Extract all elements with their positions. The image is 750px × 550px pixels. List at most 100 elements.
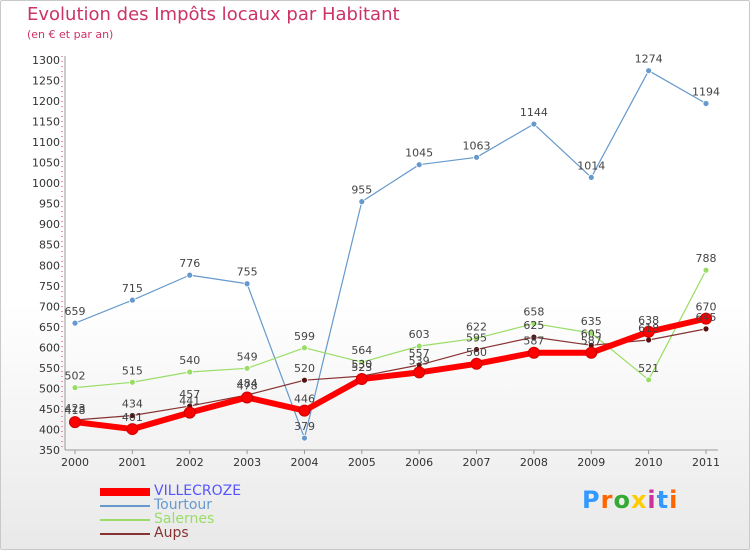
data-point-salernes — [358, 358, 366, 366]
data-point-villecroze — [700, 312, 712, 325]
data-label-villecroze: 539 — [409, 354, 430, 367]
data-label-tourtour: 1144 — [520, 106, 548, 119]
y-tick-label: 450 — [39, 403, 60, 416]
y-tick-label: 800 — [39, 259, 60, 272]
data-point-tourtour — [71, 319, 79, 327]
legend-label: Aups — [154, 525, 189, 541]
data-point-salernes — [645, 376, 653, 384]
data-label-salernes: 622 — [466, 320, 487, 333]
data-point-salernes — [128, 378, 136, 386]
y-tick-label: 1300 — [32, 54, 60, 67]
data-point-villecroze — [585, 346, 598, 359]
data-label-aups: 625 — [523, 319, 544, 332]
x-tick-label: 2005 — [348, 456, 376, 469]
data-label-villecroze: 446 — [294, 393, 315, 406]
data-point-salernes — [530, 320, 538, 327]
y-tick-label: 850 — [39, 239, 60, 252]
y-tick-label: 550 — [39, 362, 60, 375]
data-point-salernes — [186, 368, 194, 376]
data-point-aups — [128, 412, 136, 419]
data-point-salernes — [473, 334, 480, 342]
legend-swatch — [100, 533, 150, 535]
y-tick-label: 1250 — [32, 75, 60, 88]
data-point-tourtour — [358, 198, 366, 206]
data-point-aups — [645, 336, 653, 344]
data-point-villecroze — [69, 416, 81, 429]
chart-title: Evolution des Impôts locaux par Habitant — [27, 4, 400, 25]
data-point-aups — [301, 376, 308, 384]
x-tick-label: 2003 — [233, 456, 261, 469]
data-point-salernes — [71, 384, 79, 392]
logo-letter: P — [582, 486, 601, 514]
series-layer — [69, 67, 712, 442]
data-label-tourtour: 955 — [351, 184, 372, 197]
logo-letter: o — [613, 486, 631, 514]
x-tick-label: 2009 — [577, 456, 605, 469]
data-label-salernes: 564 — [351, 344, 372, 357]
chart-subtitle: (en € et par an) — [27, 28, 114, 41]
x-tick-label: 2008 — [520, 456, 548, 469]
data-point-villecroze — [298, 404, 311, 417]
data-point-villecroze — [413, 366, 426, 379]
data-label-salernes: 635 — [581, 315, 602, 328]
data-point-tourtour — [702, 100, 710, 107]
data-label-villecroze: 587 — [581, 335, 602, 348]
data-label-salernes: 515 — [122, 364, 143, 377]
data-point-villecroze — [642, 325, 655, 338]
y-tick-label: 600 — [39, 341, 60, 354]
y-tick-label: 700 — [39, 300, 60, 313]
data-label-salernes: 502 — [65, 370, 86, 383]
data-point-villecroze — [241, 391, 254, 404]
y-tick-label: 1200 — [32, 95, 60, 108]
proxiti-logo: Proxiti — [582, 486, 678, 514]
x-tick-label: 2004 — [290, 456, 318, 469]
data-label-villecroze: 401 — [122, 411, 143, 424]
data-label-villecroze: 670 — [696, 301, 717, 314]
data-label-aups: 484 — [237, 377, 258, 390]
x-tick-label: 2006 — [405, 456, 433, 469]
series-line-tourtour — [74, 70, 707, 439]
data-label-villecroze: 478 — [237, 379, 258, 392]
data-label-salernes: 788 — [696, 252, 717, 265]
legend-label: VILLECROZE — [154, 483, 242, 499]
data-point-tourtour — [128, 296, 136, 304]
data-label-salernes: 549 — [237, 350, 258, 363]
x-tick-label: 2000 — [61, 456, 89, 469]
legend-swatch — [100, 505, 150, 507]
logo-letter: t — [656, 486, 670, 514]
legend-swatch — [100, 488, 150, 496]
y-tick-label: 400 — [39, 423, 60, 436]
legend-label: Salernes — [154, 511, 215, 527]
data-point-tourtour — [186, 271, 194, 279]
data-point-villecroze — [470, 357, 483, 370]
logo-letter: r — [600, 486, 614, 514]
data-point-tourtour — [645, 67, 653, 75]
logo-letter: i — [647, 486, 657, 514]
y-tick-label: 900 — [39, 218, 60, 231]
data-label-tourtour: 659 — [65, 305, 86, 318]
series-line-salernes — [74, 269, 707, 389]
data-point-aups — [702, 325, 710, 333]
data-label-salernes: 658 — [523, 306, 544, 319]
data-point-villecroze — [527, 346, 540, 359]
data-point-tourtour — [473, 153, 480, 161]
data-point-salernes — [702, 266, 710, 274]
data-point-tourtour — [301, 434, 308, 442]
data-point-villecroze — [183, 406, 196, 419]
x-tick-label: 2010 — [635, 456, 663, 469]
series-line-villecroze — [74, 315, 707, 433]
axes: 350 400 450 500 550 600 650 700 750 800 850 900 950 1… — [32, 54, 720, 469]
y-tick-label: 350 — [39, 444, 60, 457]
data-point-salernes — [243, 364, 251, 372]
data-label-tourtour: 1014 — [577, 159, 605, 172]
data-label-salernes: 599 — [294, 330, 315, 343]
y-tick-label: 1000 — [32, 177, 60, 190]
data-label-aups: 530 — [351, 358, 372, 371]
data-labels-layer: 659 715 776 755 379 955 1045 1063 1144 1014 1274 11… — [65, 53, 721, 433]
data-label-salernes: 521 — [638, 362, 659, 375]
data-label-aups: 595 — [466, 331, 487, 344]
data-point-salernes — [415, 342, 423, 350]
data-label-villecroze: 638 — [638, 314, 659, 327]
